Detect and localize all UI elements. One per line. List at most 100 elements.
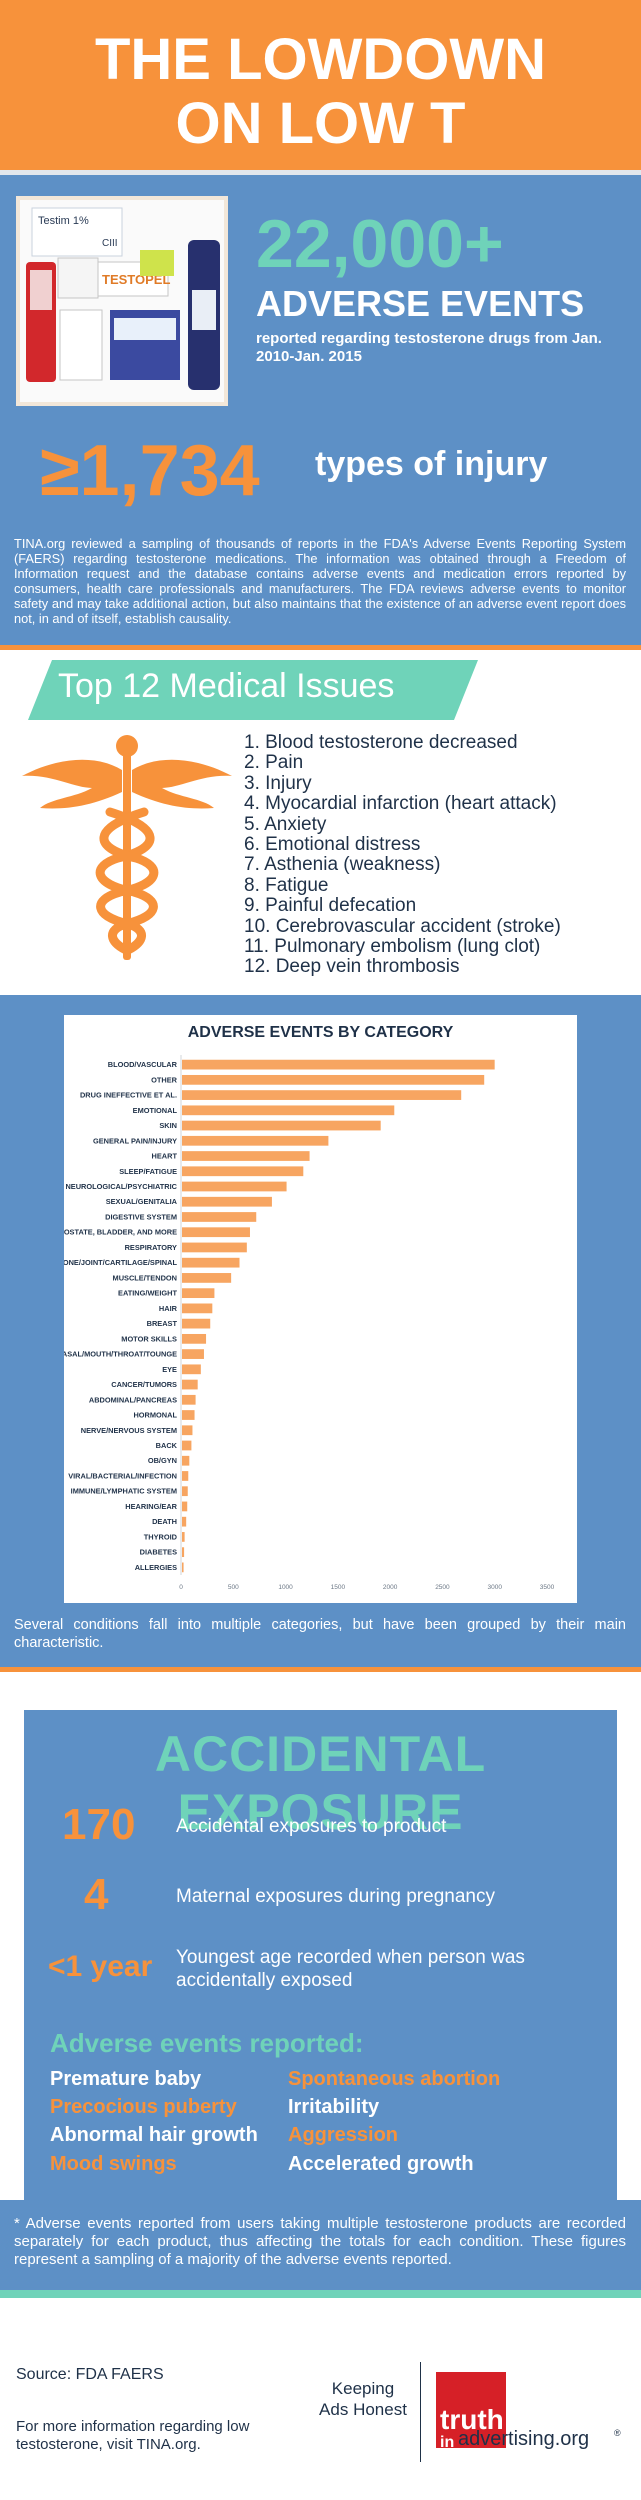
- adverse-events-count: 22,000+: [256, 206, 504, 282]
- list-item: 10. Cerebrovascular accident (stroke): [244, 915, 561, 937]
- logo-truth: truth: [440, 2404, 504, 2435]
- x-tick-label: 2000: [383, 1584, 398, 1591]
- bar: [182, 1471, 189, 1481]
- event-left-3: Abnormal hair growth: [50, 2124, 258, 2146]
- bar: [182, 1547, 185, 1558]
- stat-label-youngest: Youngest age recorded when person was ac…: [176, 1947, 525, 1991]
- category-label: NERVE/NERVOUS SYSTEM: [81, 1426, 177, 1435]
- category-label: SLEEP/FATIGUE: [119, 1167, 177, 1176]
- tina-description: TINA.org reviewed a sampling of thousand…: [14, 536, 626, 626]
- caduceus-icon: [22, 730, 232, 970]
- more-info-text: For more information regarding low testo…: [16, 2418, 250, 2453]
- page-title: THE LOWDOWN ON LOW T: [0, 28, 641, 156]
- category-label: DIGESTIVE SYSTEM: [105, 1212, 177, 1221]
- bar: [182, 1288, 215, 1299]
- x-tick-label: 0: [179, 1584, 183, 1591]
- bar: [182, 1562, 184, 1573]
- category-label: CANCER/TUMORS: [111, 1380, 177, 1389]
- adverse-events-title: Adverse events reported:: [50, 2028, 364, 2058]
- category-label: EYE: [162, 1365, 177, 1374]
- bar: [182, 1090, 462, 1100]
- stat-label-accidental: Accidental exposures to product: [176, 1816, 447, 1837]
- bar: [182, 1364, 201, 1375]
- footnote-section: [0, 2200, 641, 2290]
- category-label: HAIR: [159, 1304, 178, 1313]
- bar: [182, 1333, 207, 1344]
- header-banner: [0, 0, 641, 170]
- footnote: * Adverse events reported from users tak…: [14, 2215, 626, 2268]
- category-label: BLOOD/VASCULAR: [108, 1060, 178, 1069]
- x-tick-label: 1500: [331, 1584, 346, 1591]
- bar: [182, 1318, 211, 1329]
- bar: [182, 1425, 193, 1436]
- divider: [0, 645, 641, 650]
- bar: [182, 1059, 495, 1070]
- divider: [0, 1667, 641, 1672]
- logo-advertising: advertising.org: [458, 2428, 590, 2450]
- bar: [182, 1516, 187, 1527]
- category-label: NASAL/MOUTH/THROAT/TOUNGE: [64, 1350, 177, 1359]
- event-left-1: Premature baby: [50, 2068, 202, 2090]
- chart-note: Several conditions fall into multiple ca…: [14, 1617, 626, 1651]
- category-label: GENERAL PAIN/INJURY: [93, 1136, 177, 1145]
- accidental-panel: [24, 1710, 617, 2200]
- adverse-events-note: reported regarding testosterone drugs fr…: [256, 330, 602, 365]
- list-item: 3. Injury: [244, 772, 312, 794]
- accidental-title: ACCIDENTAL EXPOSURE: [154, 1726, 487, 1840]
- list-item: 6. Emotional distress: [244, 834, 421, 856]
- tagline: Keeping Ads Honest: [319, 2379, 407, 2419]
- bar: [182, 1135, 329, 1146]
- list-item: 11. Pulmonary embolism (lung clot): [244, 936, 541, 958]
- event-right-3: Aggression: [288, 2124, 399, 2146]
- logo-in: in: [440, 2434, 455, 2451]
- bar: [182, 1166, 304, 1177]
- category-label: ALLERGIES: [135, 1563, 177, 1572]
- stat-value-youngest: <1 year: [48, 1950, 153, 1983]
- category-label: SKIN: [159, 1121, 177, 1130]
- category-label: EATING/WEIGHT: [118, 1289, 177, 1298]
- category-label: RESPIRATORY: [125, 1243, 177, 1252]
- x-tick-label: 1000: [278, 1584, 293, 1591]
- bar: [182, 1455, 190, 1466]
- adverse-events-label: ADVERSE EVENTS: [256, 283, 585, 324]
- bar: [182, 1196, 272, 1207]
- product-label-testim: Testim 1%: [38, 215, 89, 227]
- bar: [182, 1349, 204, 1359]
- x-tick-label: 500: [228, 1584, 239, 1591]
- category-label: DEATH: [152, 1517, 177, 1526]
- bar: [182, 1074, 485, 1085]
- bar: [182, 1227, 250, 1238]
- category-label: HORMONAL: [133, 1411, 177, 1420]
- bar: [182, 1394, 196, 1405]
- list-item: 5. Anxiety: [244, 813, 327, 835]
- source-text: Source: FDA FAERS: [16, 2366, 164, 2383]
- bar: [182, 1273, 232, 1283]
- event-left-2: Precocious puberty: [50, 2096, 237, 2118]
- category-label: OB/GYN: [148, 1456, 177, 1465]
- category-label: DIABETES: [140, 1548, 177, 1557]
- spacer-band: [0, 1672, 641, 1710]
- bar: [182, 1501, 188, 1512]
- x-tick-label: 2500: [435, 1584, 450, 1591]
- list-item: 8. Fatigue: [244, 874, 329, 896]
- category-label: BONE/JOINT/CARTILAGE/SPINAL: [64, 1258, 177, 1267]
- chart-title: ADVERSE EVENTS BY CATEGORY: [188, 1024, 454, 1041]
- issues-title: Top 12 Medical Issues: [58, 667, 395, 705]
- x-tick-label: 3500: [540, 1584, 555, 1591]
- title-line-1: THE LOWDOWN: [94, 27, 547, 92]
- event-right-1: Spontaneous abortion: [288, 2068, 501, 2090]
- issues-list: 1. Blood testosterone decreased 2. Pain …: [244, 732, 561, 978]
- category-label: HEARING/EAR: [125, 1502, 177, 1511]
- list-item: 1. Blood testosterone decreased: [244, 732, 518, 753]
- adverse-events-chart: ADVERSE EVENTS BY CATEGORY BLOOD/VASCULAR…: [64, 1024, 555, 1591]
- truth-in-advertising-logo: truth in advertising.org ®: [436, 2372, 626, 2452]
- bar: [182, 1151, 310, 1161]
- bar: [182, 1410, 195, 1420]
- event-left-4: Mood swings: [50, 2153, 177, 2175]
- category-label: BREAST: [147, 1319, 178, 1328]
- category-label: IMMUNE/LYMPHATIC SYSTEM: [71, 1487, 177, 1496]
- stat-label-maternal: Maternal exposures during pregnancy: [176, 1886, 495, 1907]
- bar: [182, 1486, 188, 1497]
- injury-count: ≥1,734: [40, 431, 260, 511]
- product-photo: Testim 1% CIII TESTOPEL: [16, 196, 228, 406]
